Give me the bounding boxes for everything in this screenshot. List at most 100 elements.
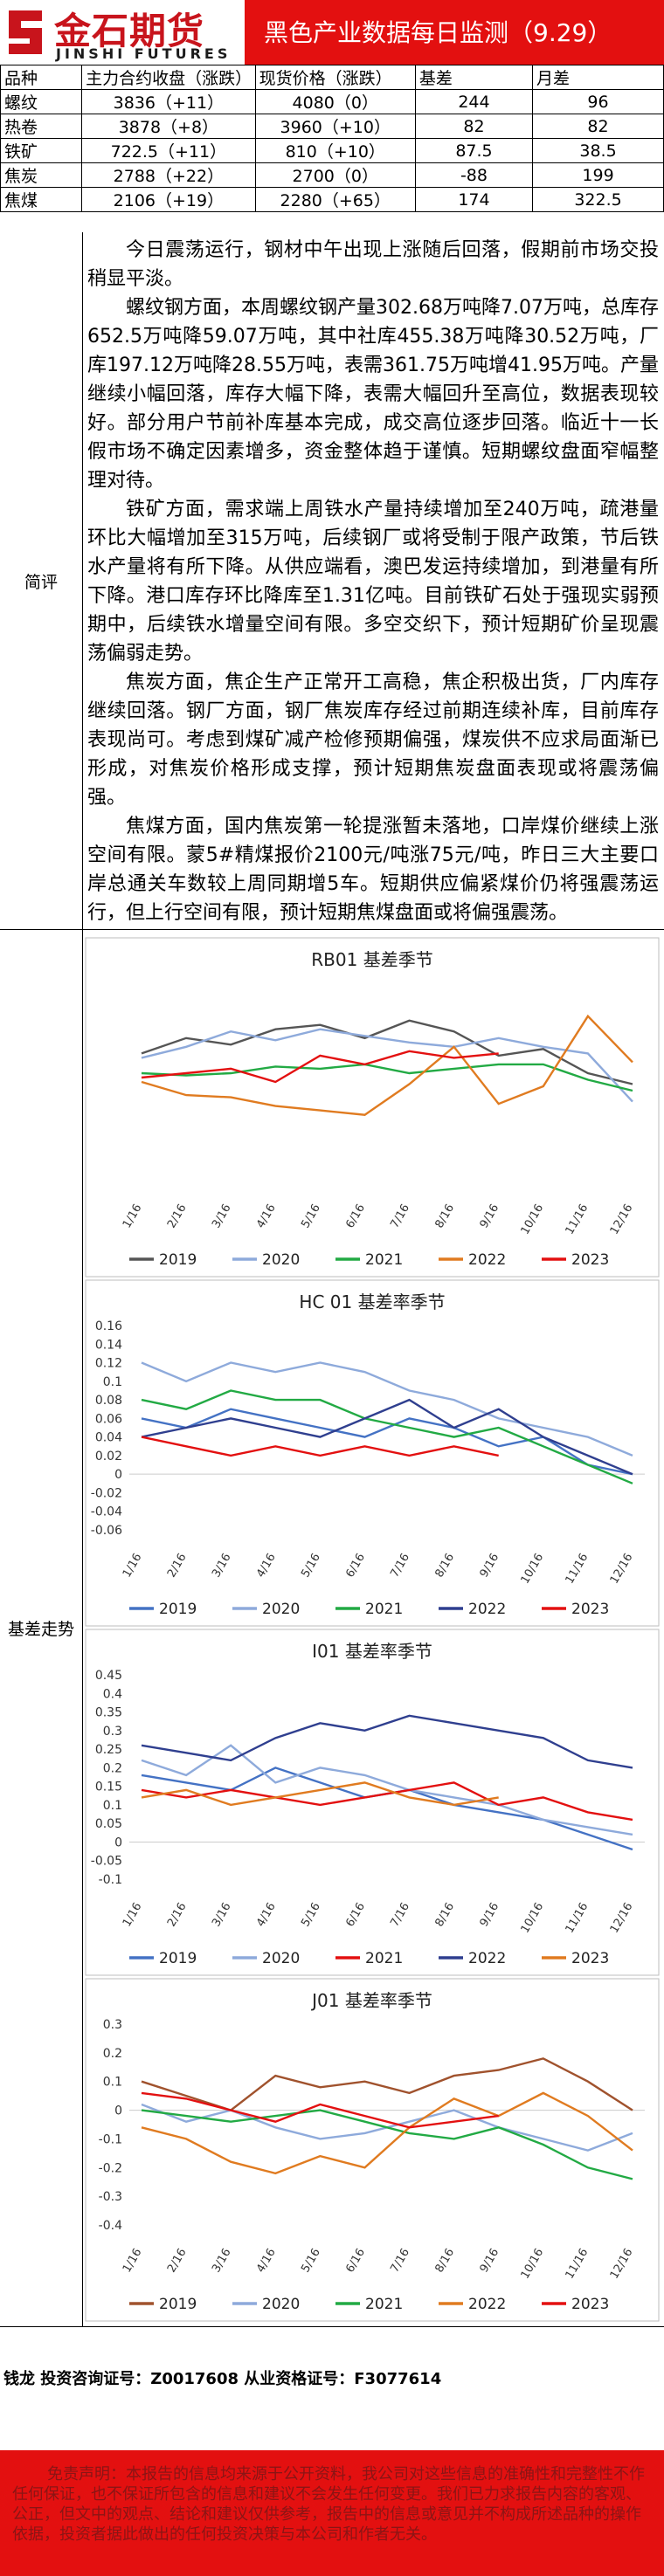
row-spot: 810（+10）	[254, 138, 416, 163]
chart-frame	[85, 1978, 660, 2322]
table-row: 焦煤 2106（+19） 2280（+65） 174 322.5	[0, 187, 664, 212]
price-table: 品种 主力合约收盘（涨跌） 现货价格（涨跌） 基差 月差 螺纹 3836（+11…	[0, 65, 664, 212]
y-tick-label: 0.15	[95, 1780, 122, 1794]
y-tick-label: 0.1	[103, 1375, 122, 1389]
disclaimer-box: 免责声明：本报告的信息均来源于公开资料，我公司对这些信息的准确性和完整性不作任何…	[0, 2450, 664, 2576]
column-header-spot: 现货价格（涨跌）	[254, 65, 416, 90]
row-spot: 2280（+65）	[254, 187, 416, 212]
row-futures: 3878（+8）	[81, 114, 256, 139]
row-variety: 焦煤	[0, 187, 83, 212]
row-month-spread: 322.5	[532, 187, 664, 212]
table-header-row: 品种 主力合约收盘（涨跌） 现货价格（涨跌） 基差 月差	[0, 65, 664, 90]
y-tick-label: 0.1	[103, 2076, 122, 2090]
legend-label: 2023	[571, 1601, 609, 1618]
legend-label: 2021	[365, 1251, 403, 1269]
series-line-2021	[141, 1389, 633, 1484]
row-variety: 焦炭	[0, 162, 83, 188]
table-row: 铁矿 722.5（+11） 810（+10） 87.5 38.5	[0, 138, 664, 163]
series-line-2021	[141, 1781, 633, 1822]
disclaimer-text: 免责声明：本报告的信息均来源于公开资料，我公司对这些信息的准确性和完整性不作任何…	[12, 2465, 645, 2544]
series-line-2023	[141, 1436, 499, 1457]
y-tick-label: -0.04	[91, 1505, 122, 1519]
row-spot: 3960（+10）	[254, 114, 416, 139]
y-tick-label: 0.04	[95, 1431, 122, 1445]
legend-label: 2019	[159, 1251, 197, 1269]
commentary-paragraph: 焦煤方面，国内焦炭第一轮提涨暂未落地，口岸煤价继续上涨空间有限。蒙5#精煤报价2…	[87, 816, 659, 924]
series-line-2021	[141, 1063, 633, 1092]
y-tick-label: 0	[114, 2104, 122, 2118]
column-header-futures: 主力合约收盘（涨跌）	[81, 65, 256, 90]
commentary-paragraph: 螺纹钢方面，本周螺纹钢产量302.68万吨降7.07万吨，总库存652.5万吨降…	[87, 297, 659, 492]
row-month-spread: 199	[532, 162, 664, 188]
legend-label: 2020	[262, 1601, 300, 1618]
y-tick-label: -0.3	[99, 2190, 122, 2204]
y-tick-label: 0.3	[103, 1725, 122, 1739]
commentary-paragraph: 铁矿方面，需求端上周铁水产量持续增加至240万吨，疏港量环比大幅增加至315万吨…	[87, 499, 659, 665]
column-header-basis: 基差	[414, 65, 534, 90]
series-line-2019	[141, 1019, 633, 1085]
row-futures: 3836（+11）	[81, 89, 256, 114]
title-bar	[245, 0, 664, 65]
legend-label: 2022	[468, 1601, 506, 1618]
hc01-basis-rate-chart: HC 01 基差率季节 0.16 0.14 0.12 0.1 0.08 0.06 0.04 0.…	[85, 1279, 660, 1627]
commentary-body: 今日震荡运行，钢材中午出现上涨随后回落，假期前市场交投稍显平淡。 螺纹钢方面，本…	[87, 236, 659, 927]
row-month-spread: 96	[532, 89, 664, 114]
row-basis: -88	[414, 162, 534, 188]
row-variety: 螺纹	[0, 89, 83, 114]
column-header-variety: 品种	[0, 65, 83, 90]
series-line-2022	[141, 1398, 633, 1476]
series-line-2022	[141, 2091, 633, 2175]
y-tick-label: -0.2	[99, 2161, 122, 2175]
charts-label: 基差走势	[0, 929, 83, 2326]
row-month-spread: 82	[532, 114, 664, 139]
y-tick-label: 0.4	[103, 1687, 122, 1701]
i01-basis-rate-chart: I01 基差率季节 0.45 0.4 0.35 0.3 0.25 0.2 0.15 0.1 0.0…	[85, 1629, 660, 1976]
row-variety: 铁矿	[0, 138, 83, 163]
y-tick-label: 0.1	[103, 1799, 122, 1813]
table-row: 螺纹 3836（+11） 4080（0） 244 96	[0, 89, 664, 114]
row-spot: 2700（0）	[254, 162, 416, 188]
y-tick-label: 0.14	[95, 1338, 122, 1352]
series-line-2023	[141, 2091, 499, 2129]
legend-label: 2020	[262, 1251, 300, 1269]
y-tick-label: -0.1	[99, 2132, 122, 2146]
legend-label: 2023	[571, 1950, 609, 1967]
legend-label: 2020	[262, 2296, 300, 2313]
chart-title: HC 01 基差率季节	[299, 1291, 445, 1312]
analyst-info: 钱龙 投资咨询证号：Z0017608 从业资格证号：F3077614	[3, 2370, 442, 2388]
commentary-section: 简评 今日震荡运行，钢材中午出现上涨随后回落，假期前市场交投稍显平淡。 螺纹钢方…	[0, 232, 664, 930]
legend-label: 2019	[159, 1950, 197, 1967]
page-title: 黑色产业数据每日监测（9.29）	[264, 18, 612, 47]
company-logo-icon	[3, 3, 47, 61]
commentary-paragraph: 焦炭方面，焦企生产正常开工高稳，焦企积极出货，厂内库存继续回落。钢厂方面，钢厂焦…	[87, 672, 659, 809]
row-basis: 174	[414, 187, 534, 212]
chart-title: I01 基差率季节	[312, 1641, 432, 1662]
row-futures: 2788（+22）	[81, 162, 256, 188]
legend-label: 2019	[159, 2296, 197, 2313]
chart-title: J01 基差率季节	[310, 1990, 432, 2011]
y-tick-label: 0.2	[103, 1761, 122, 1775]
logo-english-name: JINSHI FUTURES	[56, 45, 232, 62]
legend-label: 2021	[365, 1950, 403, 1967]
legend-label: 2022	[468, 1950, 506, 1967]
y-tick-label: 0.12	[95, 1357, 122, 1371]
row-basis: 244	[414, 89, 534, 114]
series-line-2021	[141, 2109, 633, 2180]
row-month-spread: 38.5	[532, 138, 664, 163]
chart-frame	[85, 937, 660, 1278]
chart-frame	[85, 1279, 660, 1627]
row-basis: 87.5	[414, 138, 534, 163]
y-tick-label: 0.45	[95, 1669, 122, 1683]
y-tick-label: -0.06	[91, 1524, 122, 1538]
legend-label: 2022	[468, 1251, 506, 1269]
legend-label: 2021	[365, 1601, 403, 1618]
series-line-2020	[141, 1028, 633, 1103]
column-header-month-spread: 月差	[532, 65, 664, 90]
report-header: 金石期货 JINSHI FUTURES 黑色产业数据每日监测（9.29）	[0, 0, 664, 65]
row-futures: 2106（+19）	[81, 187, 256, 212]
series-line-2023	[141, 1050, 499, 1084]
table-row: 热卷 3878（+8） 3960（+10） 82 82	[0, 114, 664, 139]
series-line-2023	[141, 1781, 499, 1807]
